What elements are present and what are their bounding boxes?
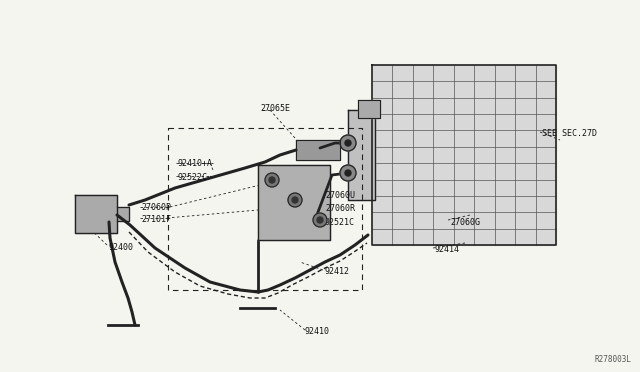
Text: 27060P: 27060P: [141, 202, 171, 212]
Text: 27101F: 27101F: [141, 215, 171, 224]
Circle shape: [269, 177, 275, 183]
Text: SEE SEC.27D: SEE SEC.27D: [542, 128, 597, 138]
Text: 92410+A: 92410+A: [177, 158, 212, 167]
Text: 92521C: 92521C: [325, 218, 355, 227]
Polygon shape: [117, 207, 129, 221]
Text: R278003L: R278003L: [595, 355, 632, 364]
Circle shape: [292, 197, 298, 203]
Circle shape: [265, 173, 279, 187]
Polygon shape: [75, 195, 117, 233]
Text: 27060R: 27060R: [325, 203, 355, 212]
Circle shape: [340, 135, 356, 151]
Polygon shape: [258, 165, 330, 240]
Polygon shape: [358, 100, 380, 118]
Circle shape: [317, 217, 323, 223]
Polygon shape: [296, 140, 340, 160]
Circle shape: [345, 140, 351, 146]
Text: 92522C: 92522C: [177, 173, 207, 182]
Circle shape: [340, 165, 356, 181]
Circle shape: [313, 213, 327, 227]
Polygon shape: [348, 110, 375, 200]
Text: 92400: 92400: [108, 243, 133, 251]
Circle shape: [345, 170, 351, 176]
Polygon shape: [372, 65, 556, 245]
Text: 92414: 92414: [435, 244, 460, 253]
Text: 27060U: 27060U: [325, 190, 355, 199]
Text: 92410: 92410: [305, 327, 330, 337]
Text: 27060G: 27060G: [450, 218, 480, 227]
Circle shape: [288, 193, 302, 207]
Text: 92412: 92412: [325, 266, 350, 276]
Text: 27065E: 27065E: [260, 103, 290, 112]
